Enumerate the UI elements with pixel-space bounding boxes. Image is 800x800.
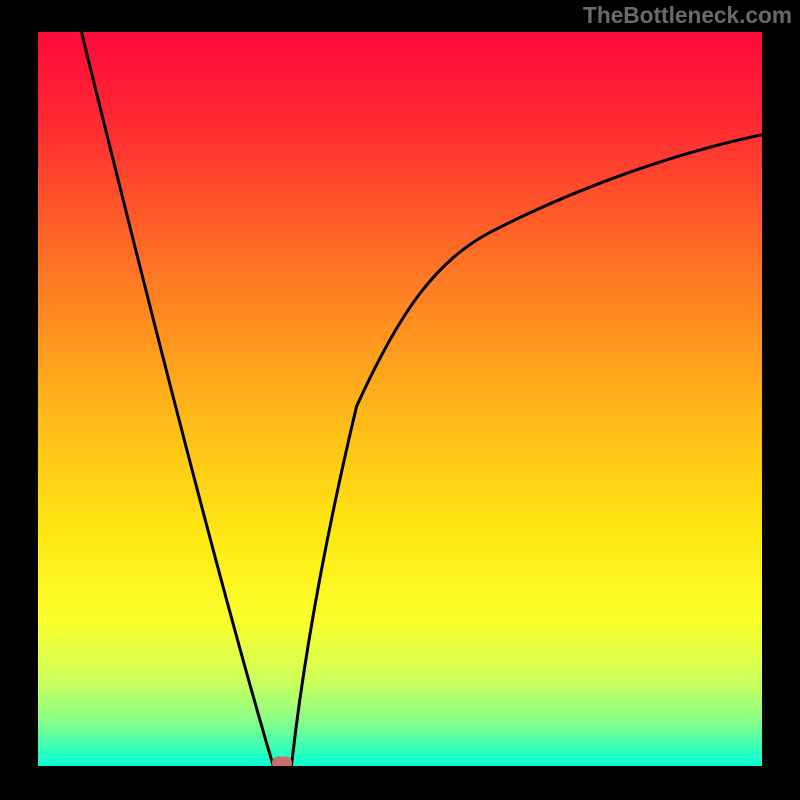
plot-area: [38, 32, 762, 766]
curve-right-branch: [291, 135, 762, 766]
watermark-text: TheBottleneck.com: [583, 2, 792, 29]
curve-left-branch: [81, 32, 273, 766]
bottleneck-curve: [38, 32, 762, 766]
chart-container: TheBottleneck.com: [0, 0, 800, 800]
minimum-marker: [272, 757, 292, 766]
